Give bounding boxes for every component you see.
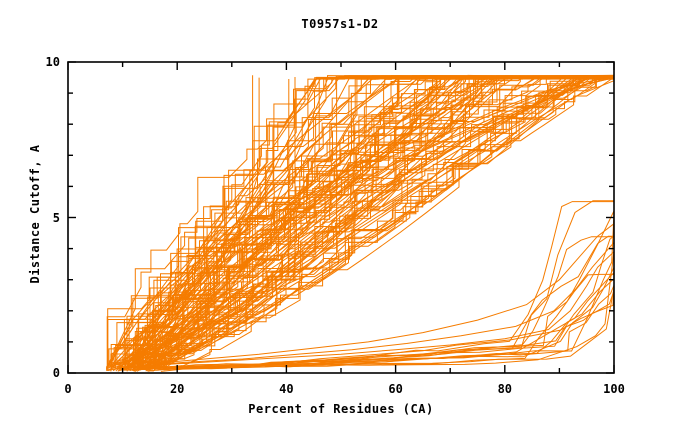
x-tick-label: 80 [497,382,513,396]
y-tick-label: 0 [52,366,60,380]
data-curves [106,74,615,373]
x-tick-label: 60 [388,382,403,396]
y-tick-label: 10 [45,55,60,69]
x-tick-label: 0 [64,382,72,396]
x-tick-label: 100 [603,382,625,396]
y-tick-label: 5 [52,210,60,225]
axis-ticks [67,61,615,374]
x-tick-label: 20 [169,382,185,396]
page-title: T0957s1-D2 [301,17,379,31]
x-tick-label: 40 [279,382,294,396]
x-axis-label: Percent of Residues (CA) [248,402,434,416]
y-axis-label: Distance Cutoff, A [28,144,42,284]
